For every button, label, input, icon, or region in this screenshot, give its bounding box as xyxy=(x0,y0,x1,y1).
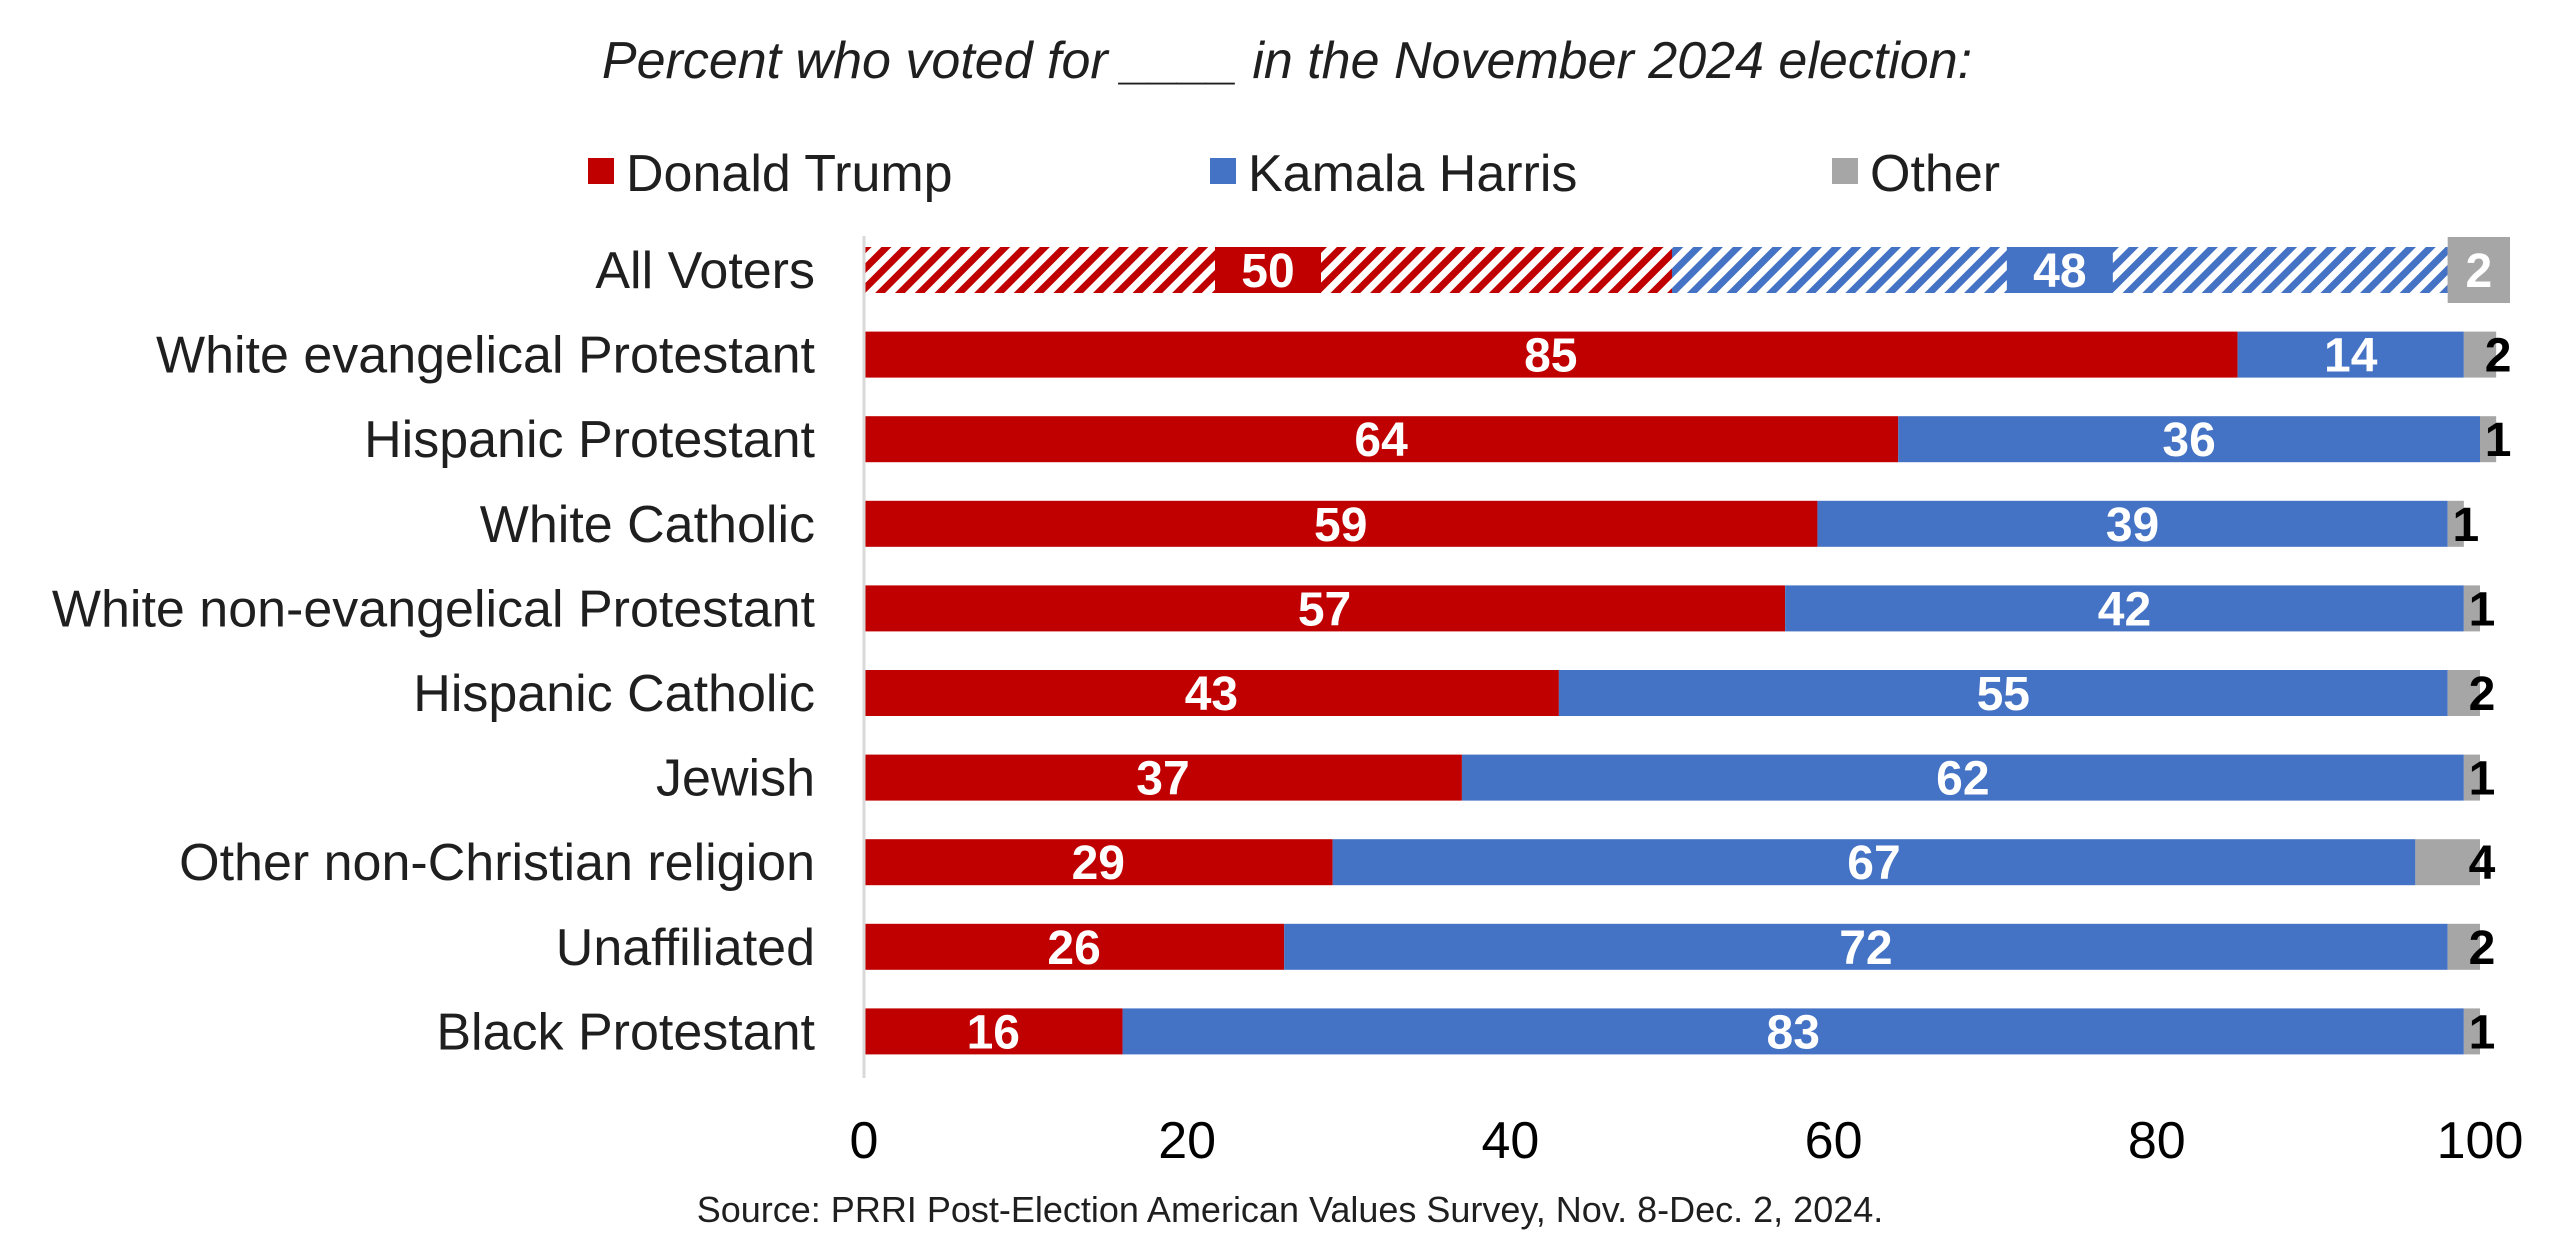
category-label: Other non-Christian religion xyxy=(179,834,815,892)
bar-donald-trump xyxy=(864,923,1285,970)
bar-donald-trump xyxy=(864,585,1786,632)
bars xyxy=(864,237,2510,1055)
value-label-kamala-harris: 72 xyxy=(1839,922,1892,975)
value-label-other: 2 xyxy=(2469,668,2496,721)
legend-label-other: Other xyxy=(1870,145,2000,203)
value-label-kamala-harris: 67 xyxy=(1847,837,1900,890)
bar-kamala-harris xyxy=(1817,500,2448,547)
value-label-donald-trump: 64 xyxy=(1354,414,1408,467)
value-label-donald-trump: 59 xyxy=(1314,499,1367,552)
bar-other xyxy=(2463,1008,2480,1055)
label-box-donald-trump xyxy=(1215,247,1321,293)
x-tick-label: 0 xyxy=(850,1112,879,1170)
bar-other xyxy=(2447,923,2480,970)
value-label-kamala-harris: 39 xyxy=(2106,499,2159,552)
value-label-other: 4 xyxy=(2469,837,2496,890)
legend-swatch-kamala-harris xyxy=(1210,158,1236,184)
label-box-kamala-harris xyxy=(2006,247,2113,293)
bar-kamala-harris xyxy=(1785,585,2464,632)
value-labels: 50 48 285 14 264 36 159 39 157 42 143 55 237 62 129 67 4… xyxy=(967,245,2512,1059)
bar-donald-trump xyxy=(864,670,1559,716)
bar-kamala-harris xyxy=(2237,331,2464,378)
legend: Donald Trump Kamala Harris Other xyxy=(588,145,2000,203)
value-label-donald-trump: 37 xyxy=(1136,753,1189,806)
bar-donald-trump xyxy=(864,331,2238,378)
category-label: Hispanic Catholic xyxy=(413,665,815,723)
bar-donald-trump xyxy=(864,839,1333,886)
value-label-kamala-harris: 48 xyxy=(2033,245,2086,298)
bar-other xyxy=(2415,839,2480,886)
bar-other xyxy=(2447,500,2464,547)
value-label-donald-trump: 16 xyxy=(967,1006,1020,1059)
value-label-kamala-harris: 83 xyxy=(1767,1006,1820,1059)
bar-kamala-harris xyxy=(1898,416,2480,463)
bar-donald-trump xyxy=(864,754,1462,801)
category-label: Hispanic Protestant xyxy=(364,411,815,469)
bar-other xyxy=(2480,416,2497,463)
category-label: White evangelical Protestant xyxy=(156,327,816,385)
x-tick-label: 40 xyxy=(1481,1112,1539,1170)
value-label-kamala-harris: 62 xyxy=(1936,753,1989,806)
legend-swatch-other xyxy=(1832,158,1858,184)
x-tick-label: 80 xyxy=(2128,1112,2186,1170)
bar-donald-trump xyxy=(864,500,1818,547)
source-note: Source: PRRI Post-Election American Valu… xyxy=(697,1189,1884,1230)
value-label-kamala-harris: 55 xyxy=(1977,668,2030,721)
x-axis-ticks: 0 20 40 60 80 100 xyxy=(850,1112,2524,1170)
bar-kamala-harris xyxy=(1284,923,2448,970)
bar-other xyxy=(2463,754,2480,801)
value-label-other: 1 xyxy=(2452,499,2479,552)
bar-other xyxy=(2463,585,2480,632)
value-label-donald-trump: 57 xyxy=(1298,583,1351,636)
category-label: Black Protestant xyxy=(436,1003,815,1061)
bar-kamala-harris xyxy=(1558,670,2448,716)
value-label-donald-trump: 43 xyxy=(1185,668,1238,721)
category-label: White non-evangelical Protestant xyxy=(52,580,816,638)
legend-swatch-donald-trump xyxy=(588,158,614,184)
category-label: All Voters xyxy=(595,242,815,300)
bar-other xyxy=(2463,331,2497,378)
category-label: White Catholic xyxy=(480,496,815,554)
category-label: Unaffiliated xyxy=(556,919,815,977)
value-label-kamala-harris: 14 xyxy=(2324,330,2378,383)
bar-donald-trump xyxy=(864,1008,1123,1055)
value-label-kamala-harris: 36 xyxy=(2162,414,2215,467)
value-label-kamala-harris: 42 xyxy=(2098,583,2151,636)
value-label-other: 2 xyxy=(2485,330,2512,383)
chart-title: Percent who voted for ____ in the Novemb… xyxy=(602,32,1972,90)
category-label: Jewish xyxy=(656,750,815,808)
bar-other xyxy=(2447,670,2480,716)
value-label-donald-trump: 26 xyxy=(1047,922,1100,975)
bar-kamala-harris xyxy=(1332,839,2416,886)
bar-donald-trump xyxy=(864,416,1899,463)
label-box-other xyxy=(2447,237,2510,303)
value-label-other: 2 xyxy=(2469,922,2496,975)
value-label-donald-trump: 50 xyxy=(1241,245,1294,298)
legend-label-kamala-harris: Kamala Harris xyxy=(1248,145,1577,203)
x-tick-label: 60 xyxy=(1805,1112,1863,1170)
bar-kamala-harris xyxy=(1122,1008,2464,1055)
value-label-other: 1 xyxy=(2485,414,2512,467)
value-label-donald-trump: 29 xyxy=(1072,837,1125,890)
bar-kamala-harris xyxy=(1461,754,2464,801)
x-tick-label: 20 xyxy=(1158,1112,1216,1170)
value-label-other: 1 xyxy=(2469,753,2496,806)
value-label-other: 2 xyxy=(2465,245,2492,298)
value-label-donald-trump: 85 xyxy=(1524,330,1577,383)
value-label-other: 1 xyxy=(2469,583,2496,636)
category-labels: All Voters White evangelical Protestant Hi… xyxy=(52,242,816,1061)
x-tick-label: 100 xyxy=(2437,1112,2524,1170)
legend-label-donald-trump: Donald Trump xyxy=(626,145,953,203)
value-label-other: 1 xyxy=(2469,1006,2496,1059)
